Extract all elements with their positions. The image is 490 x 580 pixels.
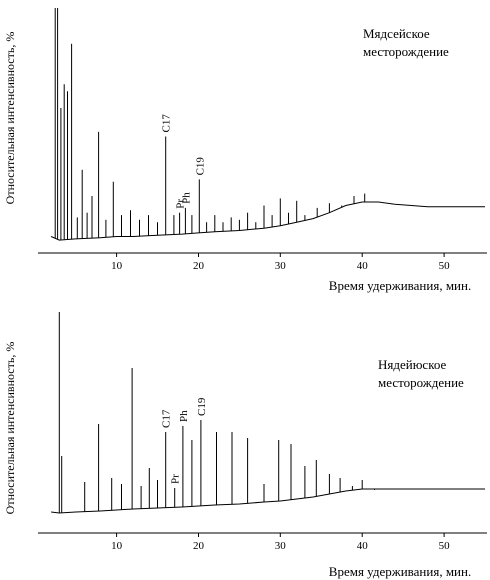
x-tick-label: 20 <box>193 540 205 552</box>
x-tick-label: 50 <box>439 540 451 552</box>
x-tick-label: 10 <box>111 540 123 552</box>
chromatogram-peaks-1 <box>54 8 366 240</box>
x-ticks-2: 10 20 30 40 50 <box>111 533 450 552</box>
y-axis-label-2: Относительная интенсивность, % <box>3 342 17 515</box>
chart-panel-1: Относительная интенсивность, % Мядсейско… <box>3 8 487 293</box>
x-axis-label-2: Время удерживания, мин. <box>329 564 471 579</box>
peak-label: Ph <box>180 192 192 204</box>
x-tick-label: 40 <box>357 540 369 552</box>
peak-label: Pr <box>170 474 182 484</box>
peak-label: C19 <box>194 157 206 176</box>
panel-1-title-line-2: месторождение <box>363 44 449 59</box>
chromatogram-trace-1 <box>50 201 485 241</box>
chromatogram-peaks-2 <box>58 312 375 513</box>
peak-label: C17 <box>161 409 173 428</box>
peak-label: Ph <box>178 410 190 422</box>
y-axis-label-1: Относительная интенсивность, % <box>3 32 17 205</box>
x-ticks-1: 10 20 30 40 50 <box>111 253 450 272</box>
x-tick-label: 30 <box>275 260 287 272</box>
x-axis-label-1: Время удерживания, мин. <box>329 278 471 293</box>
x-tick-label: 40 <box>357 260 369 272</box>
panel-1-title-line-1: Мядсейское <box>363 26 430 41</box>
panel-2-title-line-1: Нядейюское <box>378 357 447 372</box>
x-tick-label: 30 <box>275 540 287 552</box>
peak-label: C17 <box>161 114 173 133</box>
chart-panel-2: Относительная интенсивность, % Нядейюско… <box>3 312 487 579</box>
peak-label: C19 <box>196 397 208 416</box>
peak-annotations-2: C17 Pr Ph C19 <box>161 397 208 484</box>
panel-2-title-line-2: месторождение <box>378 375 464 390</box>
x-tick-label: 50 <box>439 260 451 272</box>
peak-label: Pr <box>175 199 187 209</box>
x-tick-label: 10 <box>111 260 123 272</box>
chromatogram-trace-2 <box>51 488 485 514</box>
x-tick-label: 20 <box>193 260 205 272</box>
